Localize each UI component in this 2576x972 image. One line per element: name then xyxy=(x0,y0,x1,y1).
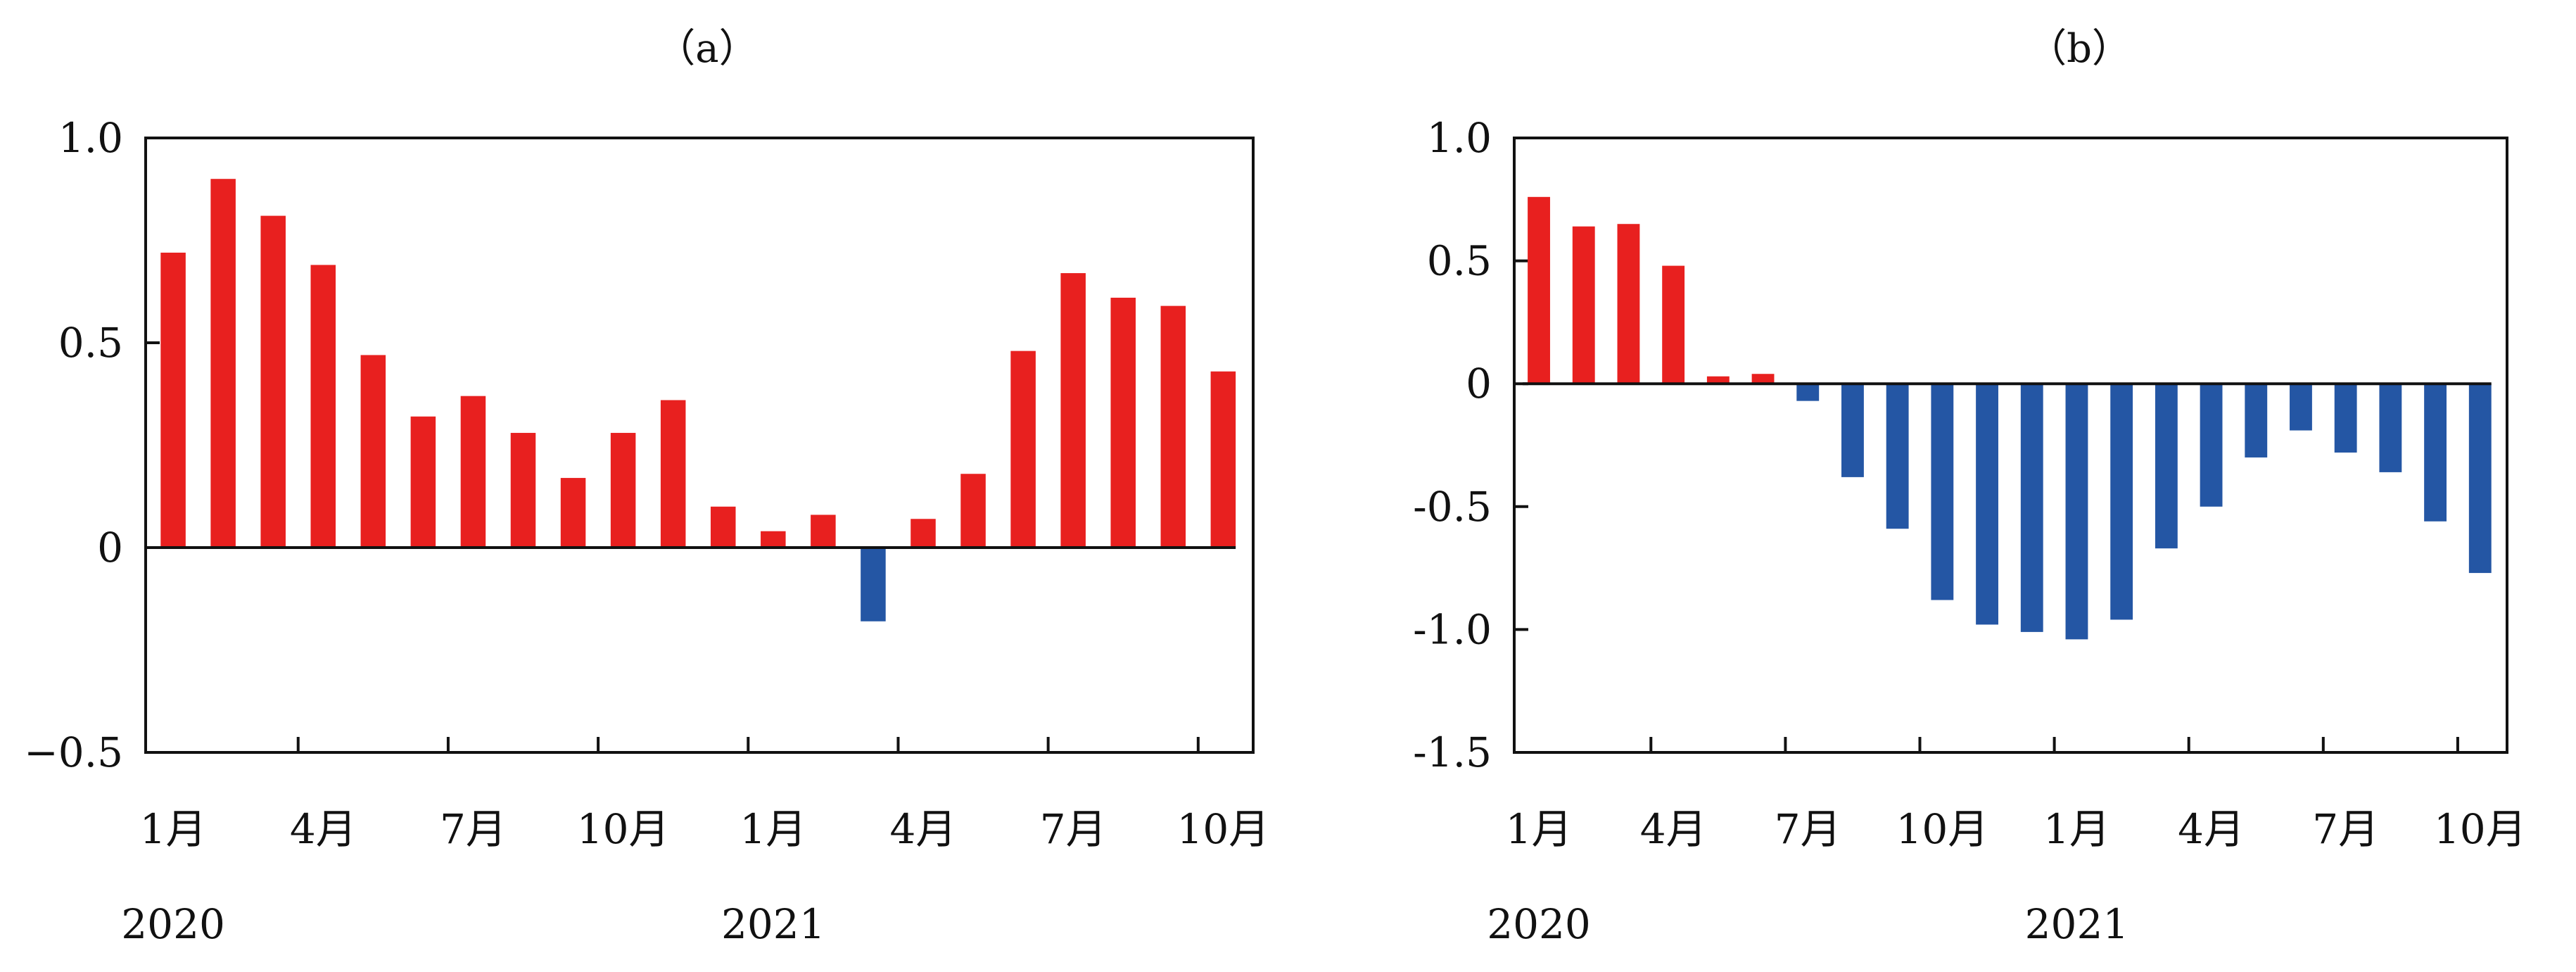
bar xyxy=(2110,384,2133,620)
bar xyxy=(2020,384,2043,632)
year-label: 2021 xyxy=(721,900,825,948)
x-tick-label: 1月 xyxy=(2043,805,2110,853)
y-tick-label: 0 xyxy=(97,524,123,572)
x-tick-label: 4月 xyxy=(1640,805,1707,853)
bar xyxy=(710,506,736,548)
bar xyxy=(1662,265,1685,384)
year-label: 2020 xyxy=(1487,900,1591,948)
bar xyxy=(960,474,986,548)
bar xyxy=(861,548,886,621)
x-tick-label: 10月 xyxy=(1176,805,1269,853)
y-tick-label: 0.5 xyxy=(58,319,123,367)
y-tick-label: 0 xyxy=(1466,360,1492,408)
x-tick-label: 10月 xyxy=(1896,805,1988,853)
y-tick-label: −0.5 xyxy=(24,728,123,776)
bar xyxy=(1572,226,1595,384)
x-tick-label: 10月 xyxy=(577,805,670,853)
bar xyxy=(1841,384,1864,477)
bar xyxy=(1210,371,1236,548)
bar xyxy=(460,396,486,548)
year-label: 2020 xyxy=(121,900,225,948)
bar xyxy=(2200,384,2223,507)
plot-frame xyxy=(144,137,1255,754)
bar xyxy=(1886,384,1909,529)
x-tick-label: 4月 xyxy=(890,805,957,853)
x-tick-label: 7月 xyxy=(1775,805,1841,853)
chart-panel-a: （a） 1.0 0.5 0 −0.5 1月 4月 7月 10月 1月 4月 7月 10月 2020 2021 xyxy=(24,26,1269,948)
bar xyxy=(2334,384,2357,453)
bar xyxy=(410,416,436,548)
bar xyxy=(2245,384,2268,457)
y-tick-label: 1.0 xyxy=(1427,114,1492,162)
bar xyxy=(2379,384,2402,472)
y-tick-label: -1.5 xyxy=(1413,728,1492,776)
bar xyxy=(1010,351,1036,548)
bar xyxy=(1751,374,1775,384)
year-label: 2021 xyxy=(2025,900,2129,948)
bar xyxy=(260,215,286,548)
bar xyxy=(2155,384,2178,549)
bar xyxy=(2065,384,2088,640)
bar xyxy=(660,400,686,548)
bar xyxy=(210,179,236,548)
bar xyxy=(1110,297,1136,548)
bar xyxy=(811,515,836,548)
bar xyxy=(510,433,536,548)
panel-title: （b） xyxy=(2027,26,2131,72)
bar xyxy=(2290,384,2312,431)
panel-title: （a） xyxy=(656,26,758,72)
bar xyxy=(310,265,336,548)
x-tick-label: 7月 xyxy=(1040,805,1107,853)
chart-panel-b: （b） 1.0 0.5 0 -0.5 -1.0 -1.5 1月 4月 7月 10月 1月 4月 7月 10月… xyxy=(1413,26,2527,948)
y-tick-label: 1.0 xyxy=(58,114,123,162)
bar xyxy=(2424,384,2447,522)
plot-frame xyxy=(1513,137,2508,754)
y-tick-label: 0.5 xyxy=(1427,237,1492,285)
x-tick-label: 1月 xyxy=(1506,805,1573,853)
bar xyxy=(1160,305,1186,548)
x-tick-label: 10月 xyxy=(2434,805,2527,853)
x-tick-label: 7月 xyxy=(2312,805,2379,853)
bar xyxy=(1931,384,1954,600)
bar xyxy=(1706,376,1730,384)
bar xyxy=(1617,224,1640,384)
bar xyxy=(1976,384,1998,625)
x-tick-label: 7月 xyxy=(440,805,507,853)
y-tick-label: -0.5 xyxy=(1413,483,1492,531)
x-tick-label: 1月 xyxy=(140,805,207,853)
bar xyxy=(1796,384,1820,401)
x-tick-label: 1月 xyxy=(740,805,806,853)
bar xyxy=(610,433,636,548)
bar xyxy=(761,531,786,548)
bar xyxy=(560,478,586,548)
bar xyxy=(1528,196,1550,384)
bar xyxy=(1060,273,1086,548)
y-tick-label: -1.0 xyxy=(1413,605,1492,653)
x-tick-label: 4月 xyxy=(2178,805,2245,853)
bar xyxy=(160,252,186,548)
bar xyxy=(360,355,386,548)
x-tick-label: 4月 xyxy=(290,805,357,853)
bar xyxy=(911,519,936,548)
bar xyxy=(2468,384,2492,574)
